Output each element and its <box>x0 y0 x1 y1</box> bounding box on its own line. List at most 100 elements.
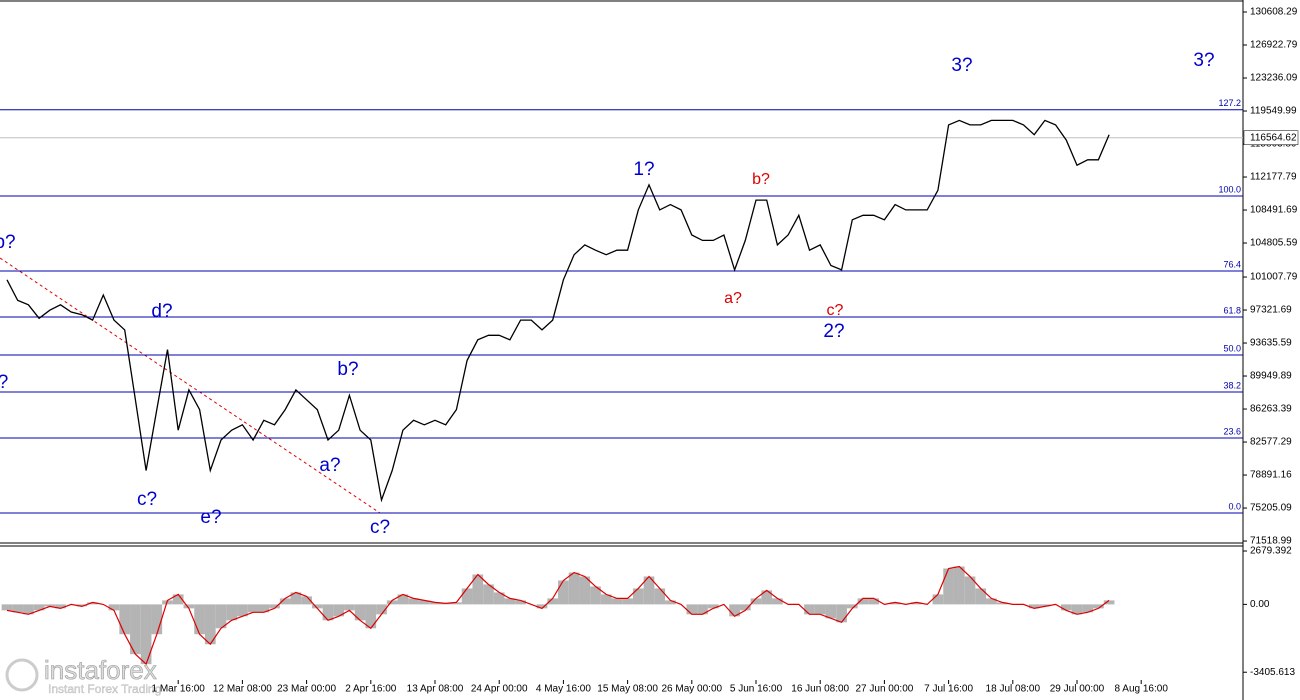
wave-label: c? <box>137 489 157 510</box>
histogram-bar <box>451 602 462 605</box>
y-tick-label: 108491.69 <box>1250 205 1298 216</box>
histogram-bar <box>536 604 548 609</box>
wave-label: c? <box>370 517 390 538</box>
histogram-bar <box>868 598 880 605</box>
fib-label: 61.8 <box>1223 305 1241 315</box>
y-tick-label: 123236.09 <box>1250 73 1298 84</box>
fib-label: 50.0 <box>1223 343 1241 353</box>
current-price-box <box>1243 130 1299 145</box>
y-tick-label: 0.00 <box>1250 599 1270 610</box>
histogram-bar <box>194 604 205 635</box>
logo-icon <box>5 658 39 692</box>
x-tick-label: 16 Jun 08:00 <box>791 684 849 695</box>
histogram-bar <box>23 604 34 615</box>
histogram-bar <box>964 576 976 605</box>
y-tick-label: -3405.613 <box>1250 667 1295 678</box>
histogram-bar <box>12 604 24 613</box>
brand: instaforex <box>44 655 157 685</box>
histogram-bar <box>739 604 751 611</box>
y-tick-label: 130608.29 <box>1250 7 1298 18</box>
y-tick-label: 75205.09 <box>1250 503 1292 514</box>
price-line <box>6 119 1110 503</box>
histogram-bar <box>504 598 516 605</box>
histogram-bar <box>643 576 655 605</box>
histogram-bar <box>515 600 526 605</box>
histogram-bar <box>311 604 323 609</box>
histogram-bar <box>269 604 280 609</box>
histogram-bar <box>1060 604 1072 611</box>
histogram-bar <box>290 592 302 605</box>
wave-label: 3? <box>951 55 972 76</box>
histogram-bar <box>365 604 377 629</box>
fib-label: 76.4 <box>1223 259 1241 269</box>
histogram-bar <box>33 604 45 611</box>
histogram-bar <box>665 600 676 605</box>
y-tick-label: 2679.392 <box>1250 546 1292 557</box>
wave-label: d? <box>151 301 172 322</box>
histogram-bar <box>472 574 484 605</box>
histogram-bar <box>857 598 869 605</box>
fib-label: 127.2 <box>1218 98 1241 108</box>
x-tick-label: 5 Jun 16:00 <box>730 684 783 695</box>
x-tick-label: 4 May 16:00 <box>536 684 591 695</box>
histogram-bar <box>986 598 997 605</box>
wave-label: 2? <box>823 321 844 342</box>
histogram-bar <box>996 602 1008 605</box>
x-tick-label: 7 Jul 16:00 <box>924 684 973 695</box>
x-tick-label: 29 Jul 00:00 <box>1050 684 1105 695</box>
histogram-bar <box>568 572 580 605</box>
histogram-bar <box>376 604 387 615</box>
histogram-bar <box>301 596 312 605</box>
histogram-bar <box>836 604 847 623</box>
wave-label: c? <box>827 302 844 319</box>
wave-label: b? <box>0 232 16 253</box>
histogram-bar <box>483 584 494 605</box>
histogram-bar <box>408 598 419 605</box>
histogram-bar <box>76 604 88 607</box>
x-tick-label: 8 Aug 16:00 <box>1115 684 1169 695</box>
y-tick-label: 78891.16 <box>1250 470 1292 481</box>
histogram-bar <box>943 568 954 605</box>
wave-label: e? <box>200 507 221 528</box>
x-tick-label: 15 May 08:00 <box>597 684 658 695</box>
x-tick-label: 23 Mar 00:00 <box>277 684 336 695</box>
histogram-bar <box>215 604 227 629</box>
histogram-bar <box>279 598 291 605</box>
wave-label: a? <box>724 290 742 307</box>
histogram-bar <box>1103 600 1115 605</box>
x-tick-label: 27 Jun 00:00 <box>855 684 913 695</box>
wave-label: a? <box>319 455 340 476</box>
wave-label: 3? <box>1193 50 1214 71</box>
tagline: Instant Forex Trading <box>48 682 161 696</box>
histogram-bar <box>493 592 505 605</box>
histogram-bar <box>140 604 152 665</box>
histogram-bar <box>654 588 666 605</box>
histogram-bar <box>429 602 441 605</box>
histogram-bar <box>600 594 612 605</box>
histogram-bar <box>761 590 773 605</box>
histogram-bar <box>386 600 398 605</box>
current-price-label: 116564.62 <box>1250 132 1297 143</box>
x-tick-label: 26 May 00:00 <box>661 684 722 695</box>
histogram-bar <box>622 598 633 605</box>
histogram-bar <box>846 604 858 609</box>
histogram-bar <box>1039 604 1051 607</box>
histogram-bar <box>354 604 366 621</box>
y-tick-label: 101007.79 <box>1250 272 1298 283</box>
wave-label: b? <box>337 359 358 380</box>
histogram-bar <box>44 604 56 607</box>
histogram-bar <box>975 588 987 605</box>
y-tick-label: 97321.69 <box>1250 305 1292 316</box>
histogram-bar <box>611 598 623 605</box>
histogram-bar <box>932 594 944 605</box>
histogram-bar <box>686 604 698 615</box>
x-tick-label: 13 Apr 08:00 <box>407 684 464 695</box>
histogram-bar <box>1082 604 1094 613</box>
histogram-bar <box>825 604 837 619</box>
histogram-bar <box>87 602 98 605</box>
histogram-bar <box>729 604 740 617</box>
wave-label: b? <box>752 171 770 188</box>
fib-label: 0.0 <box>1228 501 1241 511</box>
histogram-bar <box>108 604 120 611</box>
histogram-bar <box>547 598 559 605</box>
